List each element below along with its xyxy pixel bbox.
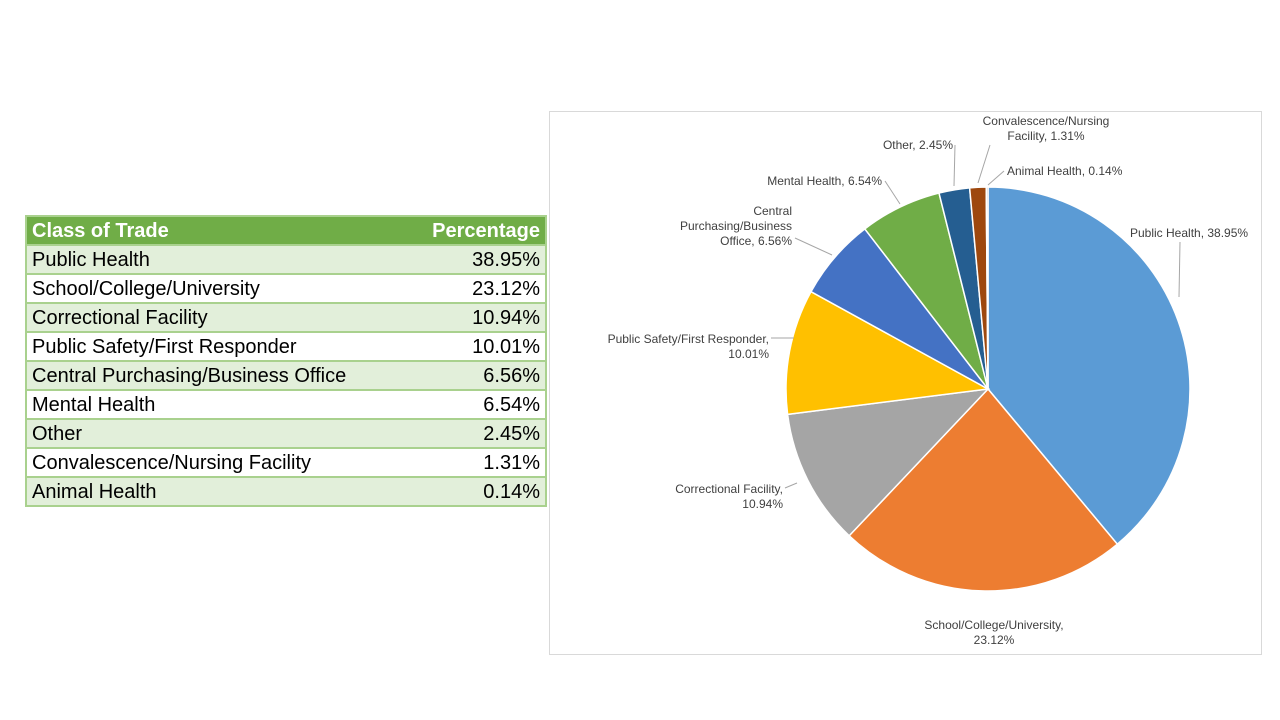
table-row: Other 2.45% <box>26 418 546 448</box>
leader-line <box>1178 241 1181 298</box>
percentage-cell: 38.95% <box>286 244 546 274</box>
table-row: Public Safety/First Responder 10.01% <box>26 331 546 361</box>
percentage-cell: 1.31% <box>286 447 546 477</box>
percentage-cell: 6.54% <box>286 389 546 419</box>
class-of-trade-cell: Public Health <box>26 244 286 274</box>
table-row: Correctional Facility 10.94% <box>26 302 546 332</box>
pie-slices <box>785 186 1191 592</box>
pie-slice-correctional-facility <box>786 387 990 537</box>
table-row: Animal Health 0.14% <box>26 476 546 506</box>
table-row: Mental Health 6.54% <box>26 389 546 419</box>
leader-line <box>784 482 798 489</box>
data-label-correctional-facility: Correctional Facility, 10.94% <box>675 482 783 511</box>
percentage-cell: 0.14% <box>286 476 546 506</box>
leader-line <box>977 144 991 184</box>
class-of-trade-cell: Other <box>26 418 286 448</box>
data-label-convalescence-nursing-facility: Convalescence/Nursing Facility, 1.31% <box>983 114 1110 143</box>
data-labels: Public Health, 38.95% School/College/Univ… <box>608 114 1249 647</box>
class-of-trade-table: Class of Trade Percentage Public Health … <box>25 215 547 507</box>
data-label-public-health: Public Health, 38.95% <box>1130 226 1248 240</box>
percentage-cell: 10.94% <box>286 302 546 332</box>
column-header-percentage: Percentage <box>286 216 546 246</box>
percentage-cell: 23.12% <box>286 273 546 303</box>
leader-line <box>987 170 1005 186</box>
leader-line <box>953 144 956 187</box>
leader-line <box>794 237 833 256</box>
pie-slice-school-college-university <box>848 387 1119 592</box>
class-of-trade-cell: Mental Health <box>26 389 286 419</box>
table-row: School/College/University 23.12% <box>26 273 546 303</box>
percentage-cell: 10.01% <box>286 331 546 361</box>
class-of-trade-cell: Public Safety/First Responder <box>26 331 297 361</box>
leader-line <box>884 180 901 205</box>
table-row: Public Health 38.95% <box>26 244 546 274</box>
column-header-class-of-trade: Class of Trade <box>26 216 286 246</box>
data-label-public-safety-first-responder: Public Safety/First Responder, 10.01% <box>608 332 770 361</box>
class-of-trade-cell: Animal Health <box>26 476 286 506</box>
pie-slice-public-safety-first-responder <box>785 290 991 416</box>
class-of-trade-cell: Convalescence/Nursing Facility <box>26 447 311 477</box>
data-label-animal-health: Animal Health, 0.14% <box>1007 164 1123 178</box>
pie-chart-frame: Public Health, 38.95% School/College/Univ… <box>549 111 1262 655</box>
data-label-mental-health: Mental Health, 6.54% <box>767 174 882 188</box>
percentage-cell: 6.56% <box>286 360 546 390</box>
percentage-cell: 2.45% <box>286 418 546 448</box>
data-label-school-college-university: School/College/University, 23.12% <box>924 618 1063 647</box>
pie-chart: Public Health, 38.95% School/College/Univ… <box>608 114 1249 647</box>
data-label-central-purchasing-business-office: Central Purchasing/Business Office, 6.56% <box>680 204 792 248</box>
table-row: Convalescence/Nursing Facility 1.31% <box>26 447 546 477</box>
pie-slice-animal-health <box>985 186 989 390</box>
data-label-other: Other, 2.45% <box>883 138 953 152</box>
leader-lines <box>771 144 1181 489</box>
class-of-trade-cell: Central Purchasing/Business Office <box>26 360 346 390</box>
class-of-trade-cell: Correctional Facility <box>26 302 286 332</box>
table-row: Central Purchasing/Business Office 6.56% <box>26 360 546 390</box>
pie-slice-public-health <box>987 186 1191 546</box>
class-of-trade-cell: School/College/University <box>26 273 286 303</box>
table-header-row: Class of Trade Percentage <box>26 216 546 246</box>
